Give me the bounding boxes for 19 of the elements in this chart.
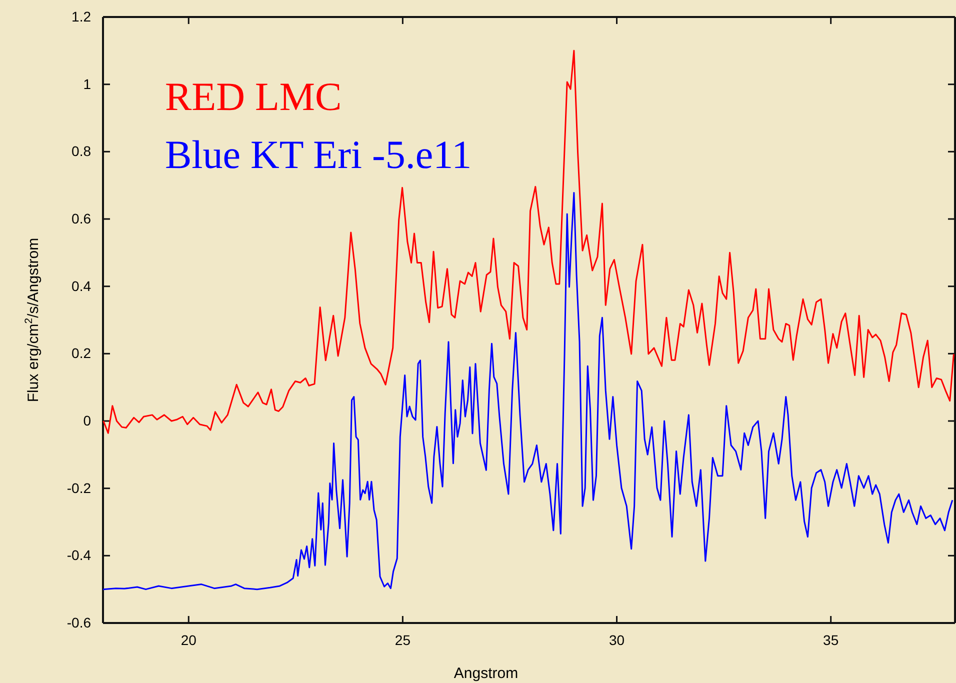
y-tick-label: -0.4 <box>66 547 92 564</box>
x-axis-title: Angstrom <box>454 665 518 682</box>
y-tick-label: 0.6 <box>72 210 92 226</box>
text: RED LMC <box>165 74 342 119</box>
x-tick-label: 20 <box>180 632 197 648</box>
x-tick-label: 25 <box>394 632 411 648</box>
line-series <box>102 192 954 590</box>
y-tick-label: -0.2 <box>66 480 92 496</box>
y-tick-label: 1 <box>83 76 92 92</box>
y-tick-label: 0 <box>83 412 92 428</box>
x-tick-label: 30 <box>608 632 625 648</box>
y-tick-label: 0.2 <box>72 345 92 362</box>
y-tick-label: -0.6 <box>66 614 92 630</box>
text: Blue KT Eri -5.e11 <box>165 132 472 177</box>
y-tick-label: 0.4 <box>72 278 92 294</box>
line-series <box>102 50 954 434</box>
y-tick-label: 1.2 <box>72 8 92 24</box>
y-tick-label: 0.8 <box>72 143 92 160</box>
x-tick-label: 35 <box>823 632 839 648</box>
